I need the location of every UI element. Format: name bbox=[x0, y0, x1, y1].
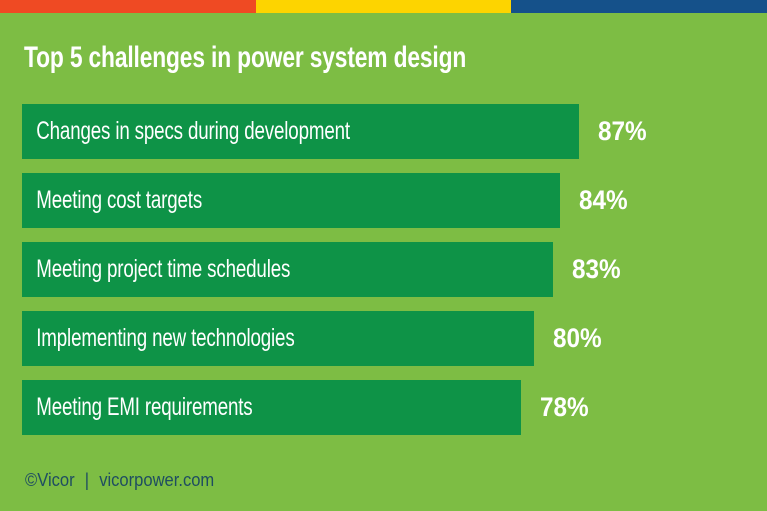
bar: Meeting EMI requirements bbox=[22, 380, 522, 435]
stripe-segment-orange bbox=[0, 0, 256, 13]
footer-website: vicorpower.com bbox=[99, 470, 215, 490]
bar: Meeting project time schedules bbox=[22, 242, 554, 297]
stripe-segment-yellow bbox=[255, 0, 512, 13]
bar-row: Meeting project time schedules 83% bbox=[22, 242, 652, 297]
bar-value-label: 80% bbox=[553, 323, 602, 353]
bar-value-label: 87% bbox=[597, 116, 647, 146]
chart-title: Top 5 challenges in power system design bbox=[24, 41, 467, 74]
bar-row: Meeting EMI requirements 78% bbox=[22, 380, 652, 435]
bar-chart: Changes in specs during development 87% … bbox=[22, 104, 652, 435]
bar-category-label: Changes in specs during development bbox=[36, 117, 350, 145]
bar-row: Meeting cost targets 84% bbox=[22, 173, 652, 228]
bar-row: Changes in specs during development 87% bbox=[22, 104, 652, 159]
bar-category-label: Meeting cost targets bbox=[36, 186, 203, 214]
bar-category-label: Implementing new technologies bbox=[36, 324, 295, 352]
footer-separator: | bbox=[84, 470, 90, 490]
brand-stripe bbox=[0, 0, 767, 13]
bar-value-label: 83% bbox=[572, 254, 621, 284]
bar-value-label: 84% bbox=[578, 185, 628, 215]
footer-copyright: ©Vicor bbox=[25, 470, 75, 490]
bar: Changes in specs during development bbox=[22, 104, 579, 159]
bar-row: Implementing new technologies 80% bbox=[22, 311, 652, 366]
bar: Implementing new technologies bbox=[22, 311, 534, 366]
bar-category-label: Meeting EMI requirements bbox=[36, 393, 253, 421]
footer: ©Vicor | vicorpower.com bbox=[25, 470, 214, 491]
bar-value-label: 78% bbox=[540, 392, 589, 422]
bar: Meeting cost targets bbox=[22, 173, 560, 228]
bar-category-label: Meeting project time schedules bbox=[36, 255, 291, 283]
stripe-segment-blue bbox=[511, 0, 767, 13]
